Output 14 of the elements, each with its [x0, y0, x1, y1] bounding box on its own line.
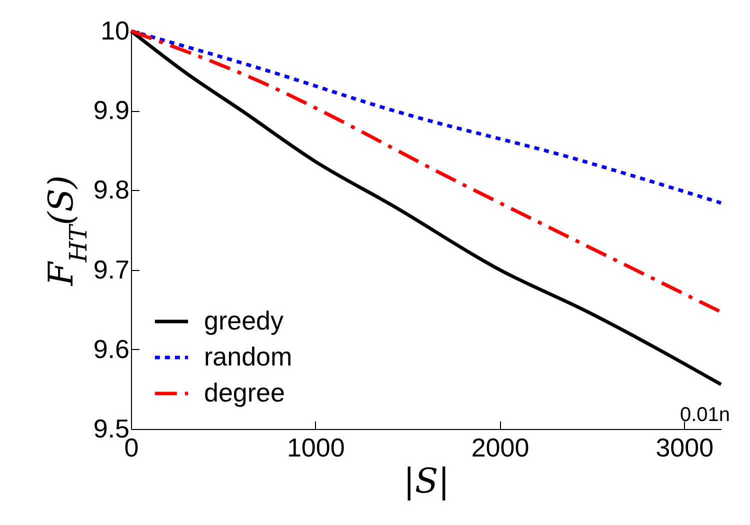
legend-label: random: [204, 342, 292, 372]
y-tick-label: 9.7: [93, 254, 130, 284]
y-tick-label: 9.9: [93, 95, 130, 126]
x-tick-label: 1000: [286, 432, 345, 462]
x-tick-label: 3000: [656, 432, 714, 462]
legend-label: greedy: [204, 306, 284, 336]
y-tick-label: 9.6: [93, 334, 130, 364]
line-series: [129, 29, 723, 205]
x-axis-title: |S|: [403, 462, 450, 502]
y-tick-label: 9.8: [93, 174, 130, 205]
x-tick-label: 2000: [471, 432, 530, 462]
legend-label: degree: [204, 378, 285, 408]
annotation: 0.01n: [680, 404, 730, 426]
y-tick-label: 10: [100, 16, 130, 46]
